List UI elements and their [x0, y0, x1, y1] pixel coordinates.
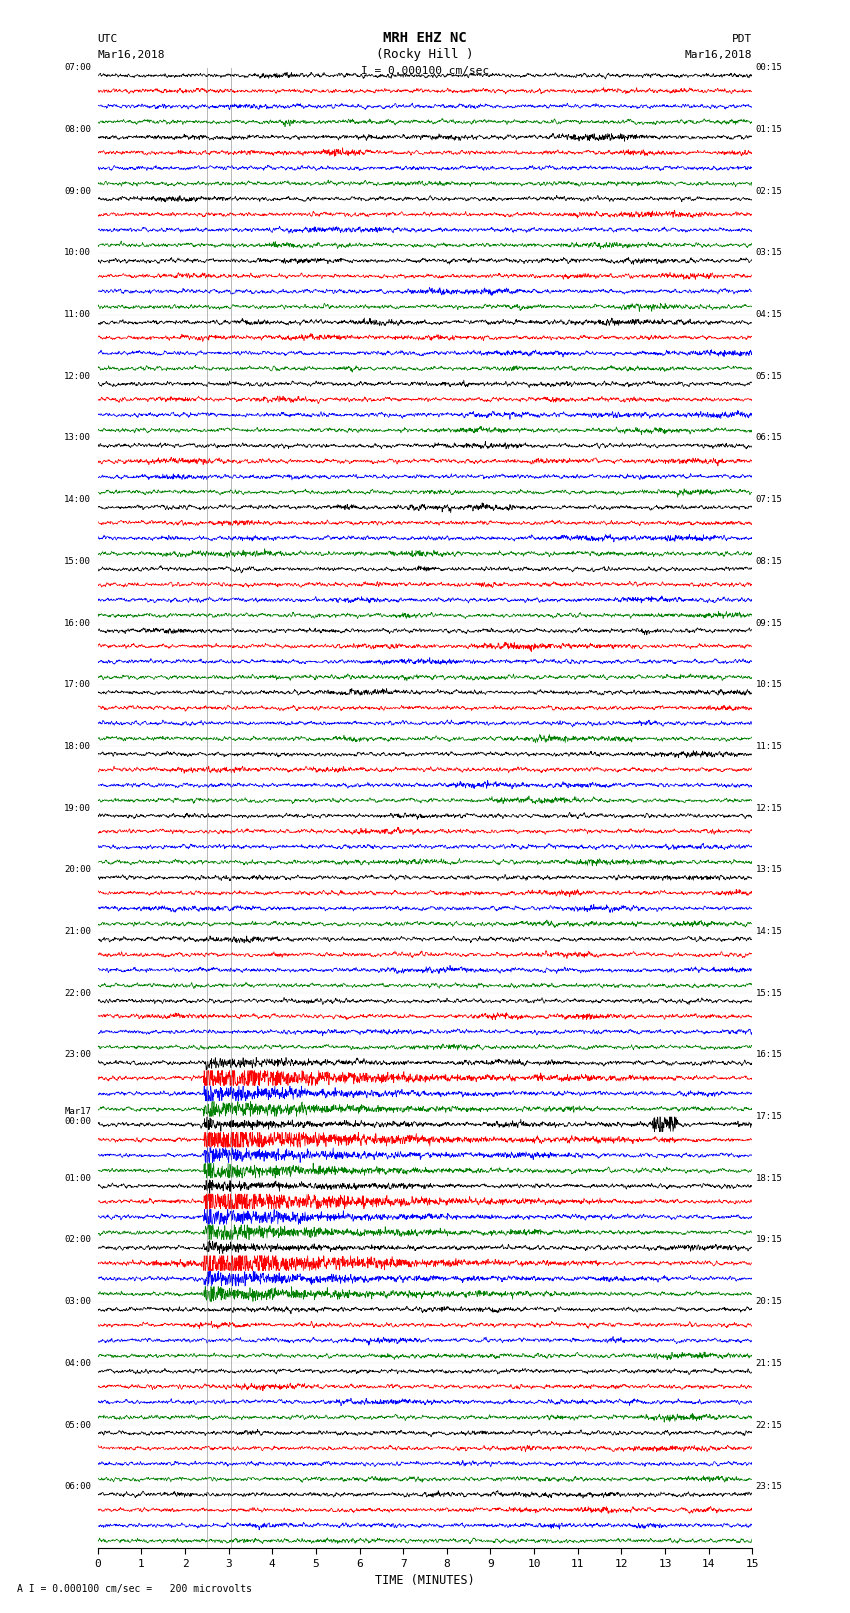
- Text: 17:00: 17:00: [65, 681, 91, 689]
- Text: 18:15: 18:15: [756, 1174, 782, 1182]
- Text: 21:15: 21:15: [756, 1358, 782, 1368]
- Text: 16:00: 16:00: [65, 618, 91, 627]
- X-axis label: TIME (MINUTES): TIME (MINUTES): [375, 1574, 475, 1587]
- Text: 22:00: 22:00: [65, 989, 91, 998]
- Text: 11:00: 11:00: [65, 310, 91, 319]
- Text: 17:15: 17:15: [756, 1111, 782, 1121]
- Text: Mar16,2018: Mar16,2018: [685, 50, 752, 60]
- Text: 13:15: 13:15: [756, 865, 782, 874]
- Text: 18:00: 18:00: [65, 742, 91, 752]
- Text: (Rocky Hill ): (Rocky Hill ): [377, 48, 473, 61]
- Text: 10:15: 10:15: [756, 681, 782, 689]
- Text: 03:00: 03:00: [65, 1297, 91, 1307]
- Text: 06:00: 06:00: [65, 1482, 91, 1492]
- Text: 09:15: 09:15: [756, 618, 782, 627]
- Text: 12:00: 12:00: [65, 371, 91, 381]
- Text: 14:00: 14:00: [65, 495, 91, 505]
- Text: 05:15: 05:15: [756, 371, 782, 381]
- Text: Mar17
00:00: Mar17 00:00: [65, 1107, 91, 1126]
- Text: MRH EHZ NC: MRH EHZ NC: [383, 31, 467, 45]
- Text: 04:00: 04:00: [65, 1358, 91, 1368]
- Text: 11:15: 11:15: [756, 742, 782, 752]
- Text: 07:00: 07:00: [65, 63, 91, 73]
- Text: 13:00: 13:00: [65, 434, 91, 442]
- Text: Mar16,2018: Mar16,2018: [98, 50, 165, 60]
- Text: 12:15: 12:15: [756, 803, 782, 813]
- Text: 02:15: 02:15: [756, 187, 782, 195]
- Text: PDT: PDT: [732, 34, 752, 44]
- Text: 01:00: 01:00: [65, 1174, 91, 1182]
- Text: 21:00: 21:00: [65, 927, 91, 936]
- Text: 23:00: 23:00: [65, 1050, 91, 1060]
- Text: 08:00: 08:00: [65, 124, 91, 134]
- Text: UTC: UTC: [98, 34, 118, 44]
- Text: 09:00: 09:00: [65, 187, 91, 195]
- Text: 16:15: 16:15: [756, 1050, 782, 1060]
- Text: A I = 0.000100 cm/sec =   200 microvolts: A I = 0.000100 cm/sec = 200 microvolts: [17, 1584, 252, 1594]
- Text: 08:15: 08:15: [756, 556, 782, 566]
- Text: 00:15: 00:15: [756, 63, 782, 73]
- Text: 19:00: 19:00: [65, 803, 91, 813]
- Text: 19:15: 19:15: [756, 1236, 782, 1245]
- Text: 06:15: 06:15: [756, 434, 782, 442]
- Text: 02:00: 02:00: [65, 1236, 91, 1245]
- Text: 15:15: 15:15: [756, 989, 782, 998]
- Text: 04:15: 04:15: [756, 310, 782, 319]
- Text: 03:15: 03:15: [756, 248, 782, 258]
- Text: 20:15: 20:15: [756, 1297, 782, 1307]
- Text: 10:00: 10:00: [65, 248, 91, 258]
- Text: 14:15: 14:15: [756, 927, 782, 936]
- Text: 15:00: 15:00: [65, 556, 91, 566]
- Text: 01:15: 01:15: [756, 124, 782, 134]
- Text: I = 0.000100 cm/sec: I = 0.000100 cm/sec: [361, 66, 489, 76]
- Text: 05:00: 05:00: [65, 1421, 91, 1429]
- Text: 07:15: 07:15: [756, 495, 782, 505]
- Text: 22:15: 22:15: [756, 1421, 782, 1429]
- Text: 20:00: 20:00: [65, 865, 91, 874]
- Text: 23:15: 23:15: [756, 1482, 782, 1492]
